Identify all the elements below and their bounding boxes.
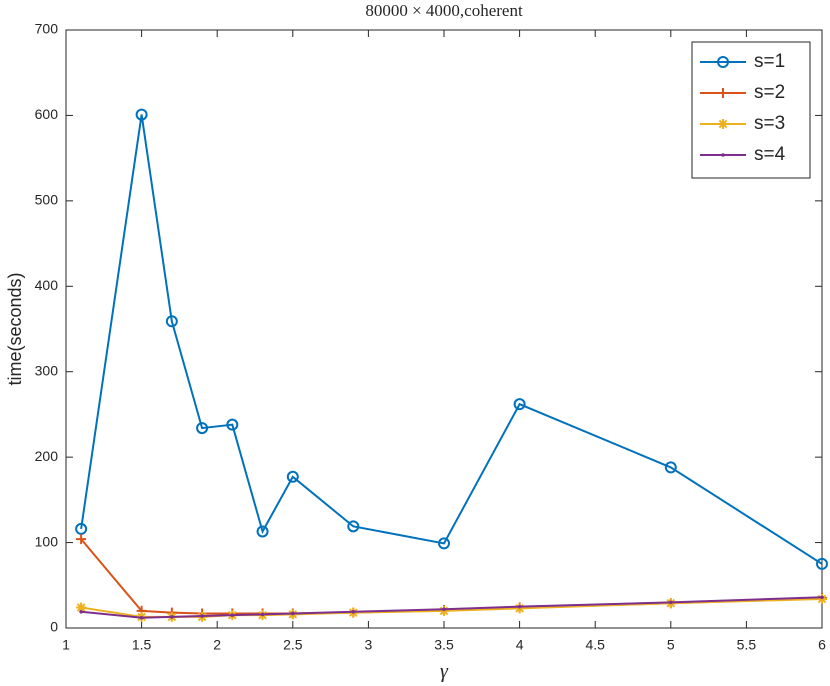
data-point (226, 418, 239, 431)
x-tick-label: 5.5 (737, 637, 757, 653)
legend-label: s=3 (754, 113, 785, 134)
y-tick-label: 500 (35, 192, 59, 208)
data-point (170, 615, 174, 619)
legend-marker (718, 119, 728, 129)
x-tick-label: 5 (667, 637, 675, 653)
data-point (79, 609, 83, 614)
data-point (256, 525, 269, 538)
data-point (135, 108, 148, 121)
x-tick-label: 4.5 (585, 637, 605, 653)
legend-label: s=1 (754, 51, 785, 72)
y-tick-label: 600 (35, 106, 59, 122)
y-tick-label: 700 (35, 21, 59, 37)
data-point (286, 470, 299, 483)
y-tick-label: 400 (35, 277, 59, 293)
legend-marker (721, 153, 725, 157)
data-point (347, 520, 360, 533)
y-tick-label: 100 (35, 533, 59, 549)
series-line (80, 114, 823, 565)
x-tick-label: 3.5 (434, 637, 454, 653)
y-tick-label: 0 (50, 619, 58, 635)
data-point (291, 611, 295, 616)
data-point (165, 315, 178, 328)
x-tick-label: 1 (62, 637, 70, 653)
data-point (200, 614, 204, 618)
legend-label: s=4 (754, 144, 786, 165)
data-point (816, 557, 828, 570)
legend-label: s=2 (754, 82, 785, 103)
x-tick-label: 4 (516, 637, 524, 653)
y-axis-label: time(seconds) (5, 272, 25, 385)
data-point (139, 615, 144, 620)
x-tick-label: 6 (818, 637, 826, 653)
data-point (517, 604, 522, 609)
y-tick-label: 200 (35, 448, 59, 464)
data-point (76, 534, 87, 545)
data-point (442, 607, 446, 612)
data-point (438, 537, 450, 550)
data-point (669, 600, 673, 605)
data-point (260, 612, 265, 617)
x-tick-label: 1.5 (132, 637, 152, 653)
legend-marker (717, 56, 729, 68)
data-point (820, 595, 824, 600)
y-tick-label: 300 (35, 362, 59, 378)
legend-marker (718, 88, 728, 98)
series-line (81, 596, 823, 619)
data-point (230, 613, 235, 617)
data-point (196, 422, 209, 435)
x-tick-label: 2 (213, 637, 221, 653)
data-point (76, 602, 87, 613)
chart-title: 80000 × 4000,coherent (365, 1, 523, 20)
data-point (664, 461, 677, 474)
x-axis-label: γ (440, 661, 449, 683)
data-point (75, 522, 88, 535)
data-point (513, 398, 526, 411)
data-point (351, 609, 356, 614)
x-tick-label: 3 (365, 637, 373, 653)
x-tick-label: 2.5 (283, 637, 303, 653)
